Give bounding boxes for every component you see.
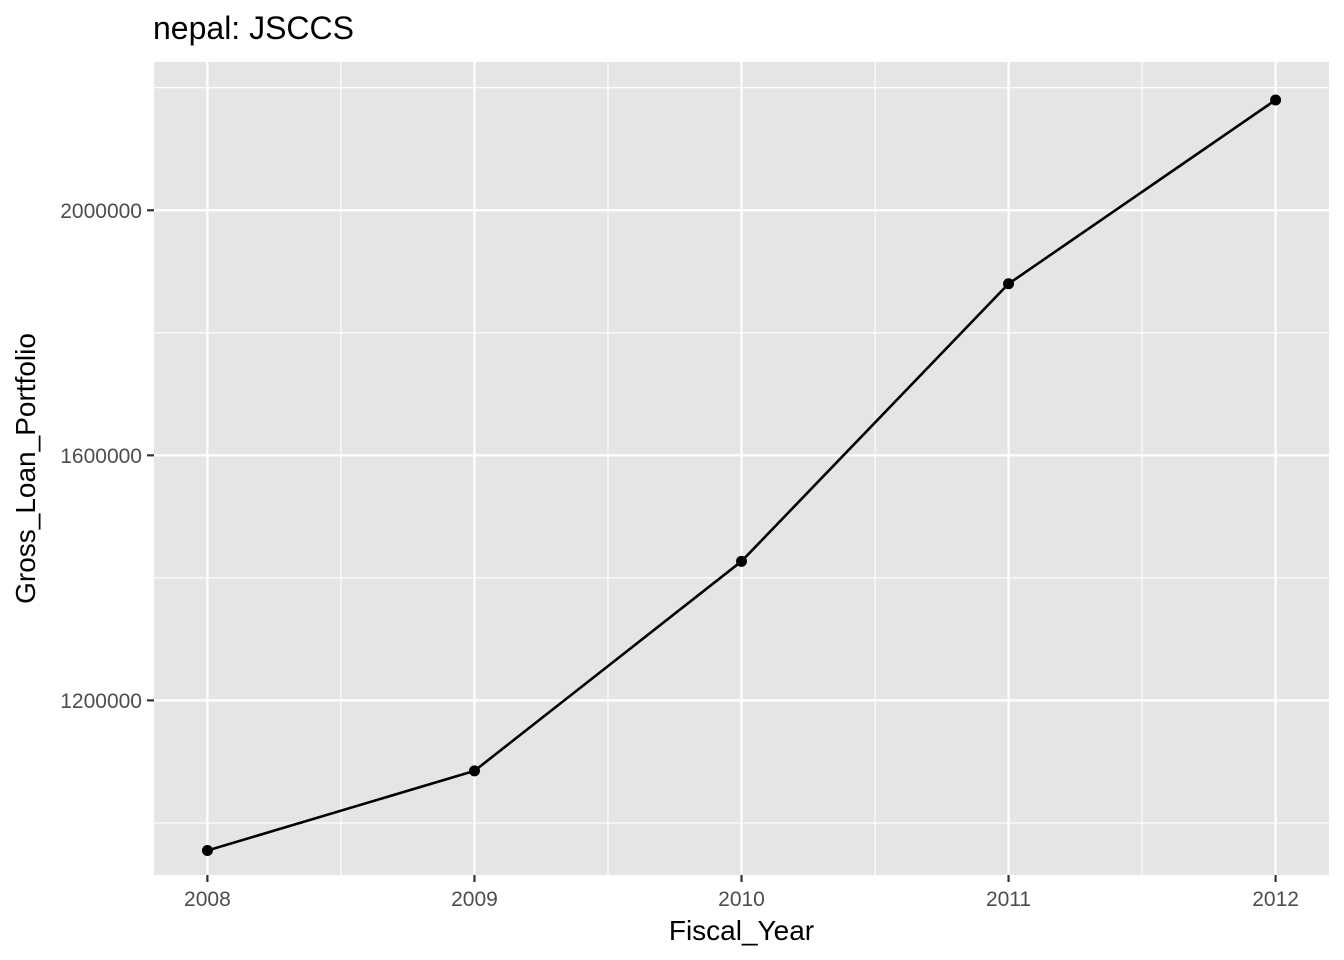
x-tick-label: 2012 xyxy=(1252,888,1299,911)
x-tick-label: 2008 xyxy=(184,888,231,911)
y-tick-label: 1200000 xyxy=(60,690,142,713)
data-point xyxy=(468,765,480,777)
y-tick-label: 1600000 xyxy=(60,445,142,468)
x-axis: 2008 2009 2010 2011 2012 xyxy=(184,875,1299,911)
x-tick-label: 2009 xyxy=(451,888,498,911)
data-point xyxy=(1003,278,1015,290)
data-point xyxy=(201,844,213,856)
y-axis-title: Gross_Loan_Portfolio xyxy=(10,333,41,604)
x-axis-title: Fiscal_Year xyxy=(669,915,814,946)
series-layer xyxy=(201,94,1282,856)
major-gridlines xyxy=(154,62,1329,875)
data-point xyxy=(1270,94,1282,106)
x-tick-label: 2011 xyxy=(986,888,1031,911)
y-axis: 1200000 1600000 2000000 xyxy=(60,200,154,713)
chart-title: nepal: JSCCS xyxy=(153,10,354,46)
x-tick-label: 2010 xyxy=(718,888,765,911)
y-tick-label: 2000000 xyxy=(60,200,142,223)
data-point xyxy=(736,555,747,567)
